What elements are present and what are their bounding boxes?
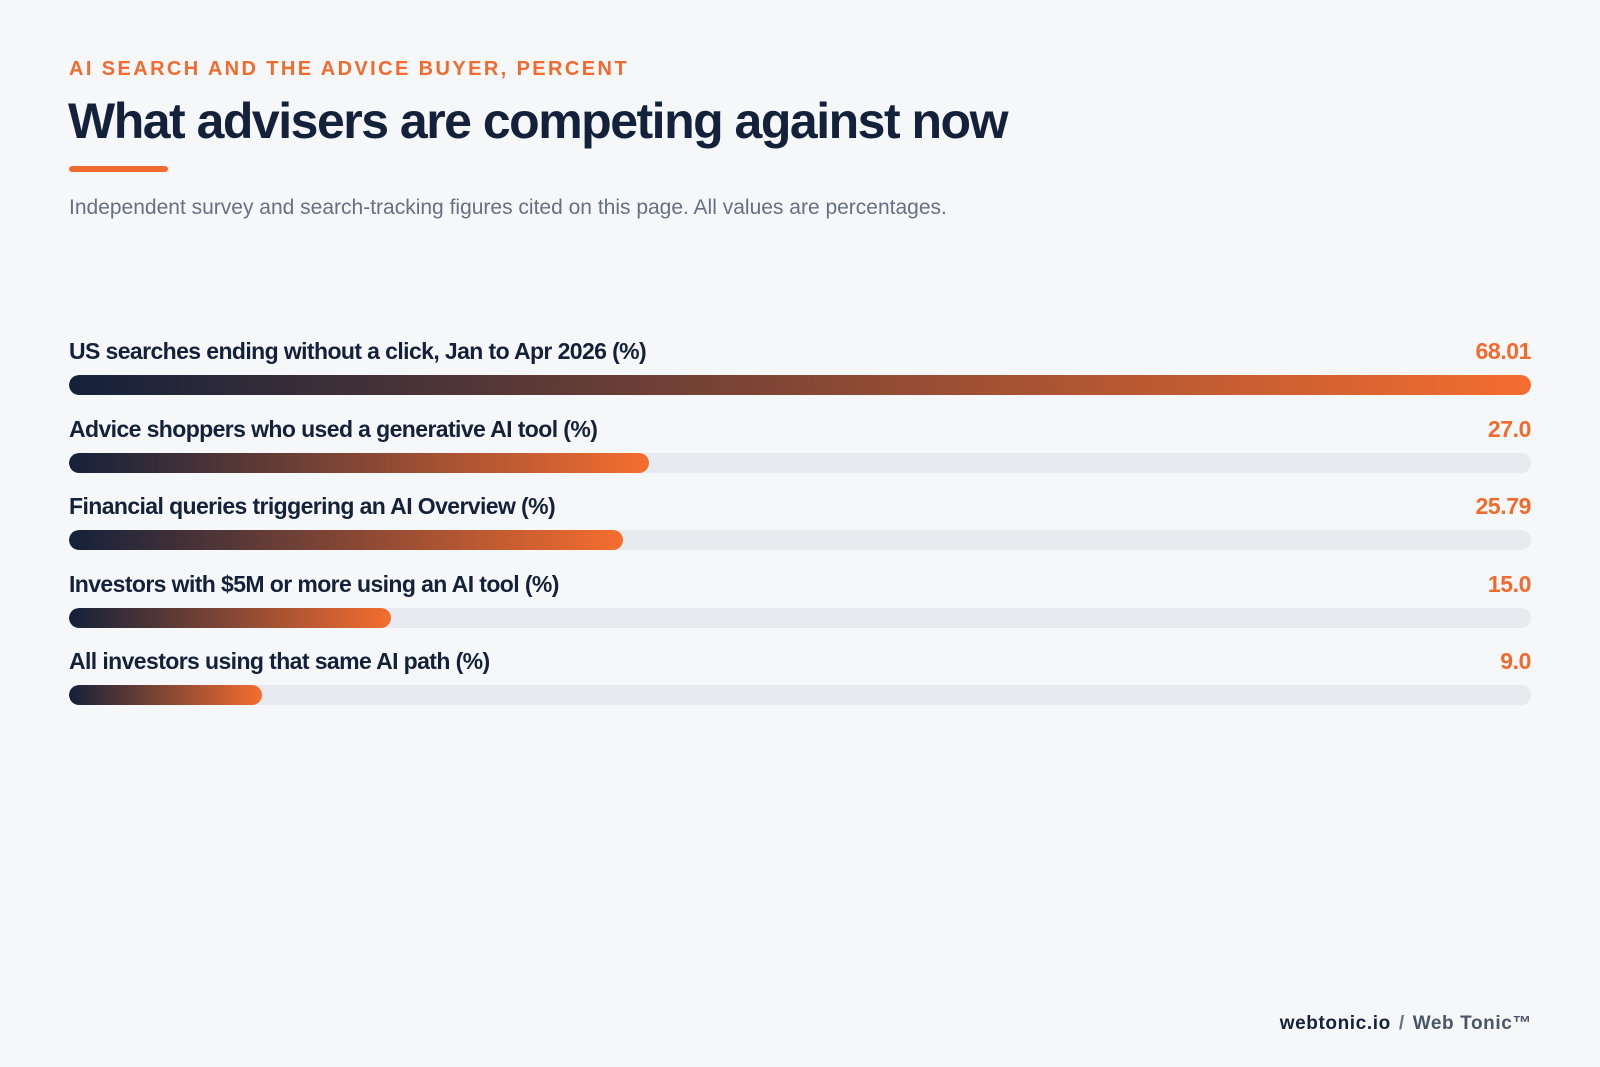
bar-row: Advice shoppers who used a generative AI… <box>69 415 1531 493</box>
bar <box>69 452 650 473</box>
bar-row: Financial queries triggering an AI Overv… <box>69 492 1531 570</box>
bar-chart: US searches ending without a click, Jan … <box>69 337 1531 725</box>
footer-site[interactable]: webtonic.io <box>1279 1013 1391 1034</box>
footer-brand: Web Tonic™ <box>1412 1013 1532 1034</box>
bar-track <box>69 452 1531 473</box>
bar-track <box>69 530 1531 550</box>
page-title: What advisers are competing against now <box>68 93 1008 149</box>
bar-track <box>69 685 1531 705</box>
bar-label: Financial queries triggering an AI Overv… <box>69 493 556 519</box>
title-underline <box>69 166 168 172</box>
bar-label: Investors with $5M or more using an AI t… <box>69 570 559 597</box>
bar-label: US searches ending without a click, Jan … <box>69 338 647 364</box>
bar-value-label: 27.0 <box>1487 415 1532 442</box>
bar <box>69 607 392 628</box>
bar-label: Advice shoppers who used a generative AI… <box>69 415 598 442</box>
bar-value-label: 68.01 <box>1475 338 1531 364</box>
bar-value-label: 9.0 <box>1500 648 1531 674</box>
bar <box>69 685 263 705</box>
bar-value-label: 25.79 <box>1475 493 1531 519</box>
bar-row: Investors with $5M or more using an AI t… <box>69 570 1531 648</box>
bar <box>69 530 624 550</box>
bar-row: US searches ending without a click, Jan … <box>69 337 1531 415</box>
subtitle: Independent survey and search-tracking f… <box>69 196 947 219</box>
bar-row: All investors using that same AI path (%… <box>69 647 1531 725</box>
bar-track <box>69 375 1531 395</box>
bar-label: All investors using that same AI path (%… <box>69 648 490 674</box>
bar-track <box>69 607 1531 628</box>
footer-credit: webtonic.io / Web Tonic™ <box>1280 1013 1532 1035</box>
bar <box>69 375 1531 395</box>
footer-separator: / <box>1398 1013 1405 1034</box>
kicker: AI SEARCH AND THE ADVICE BUYER, PERCENT <box>69 58 629 80</box>
bar-value-label: 15.0 <box>1487 570 1532 597</box>
